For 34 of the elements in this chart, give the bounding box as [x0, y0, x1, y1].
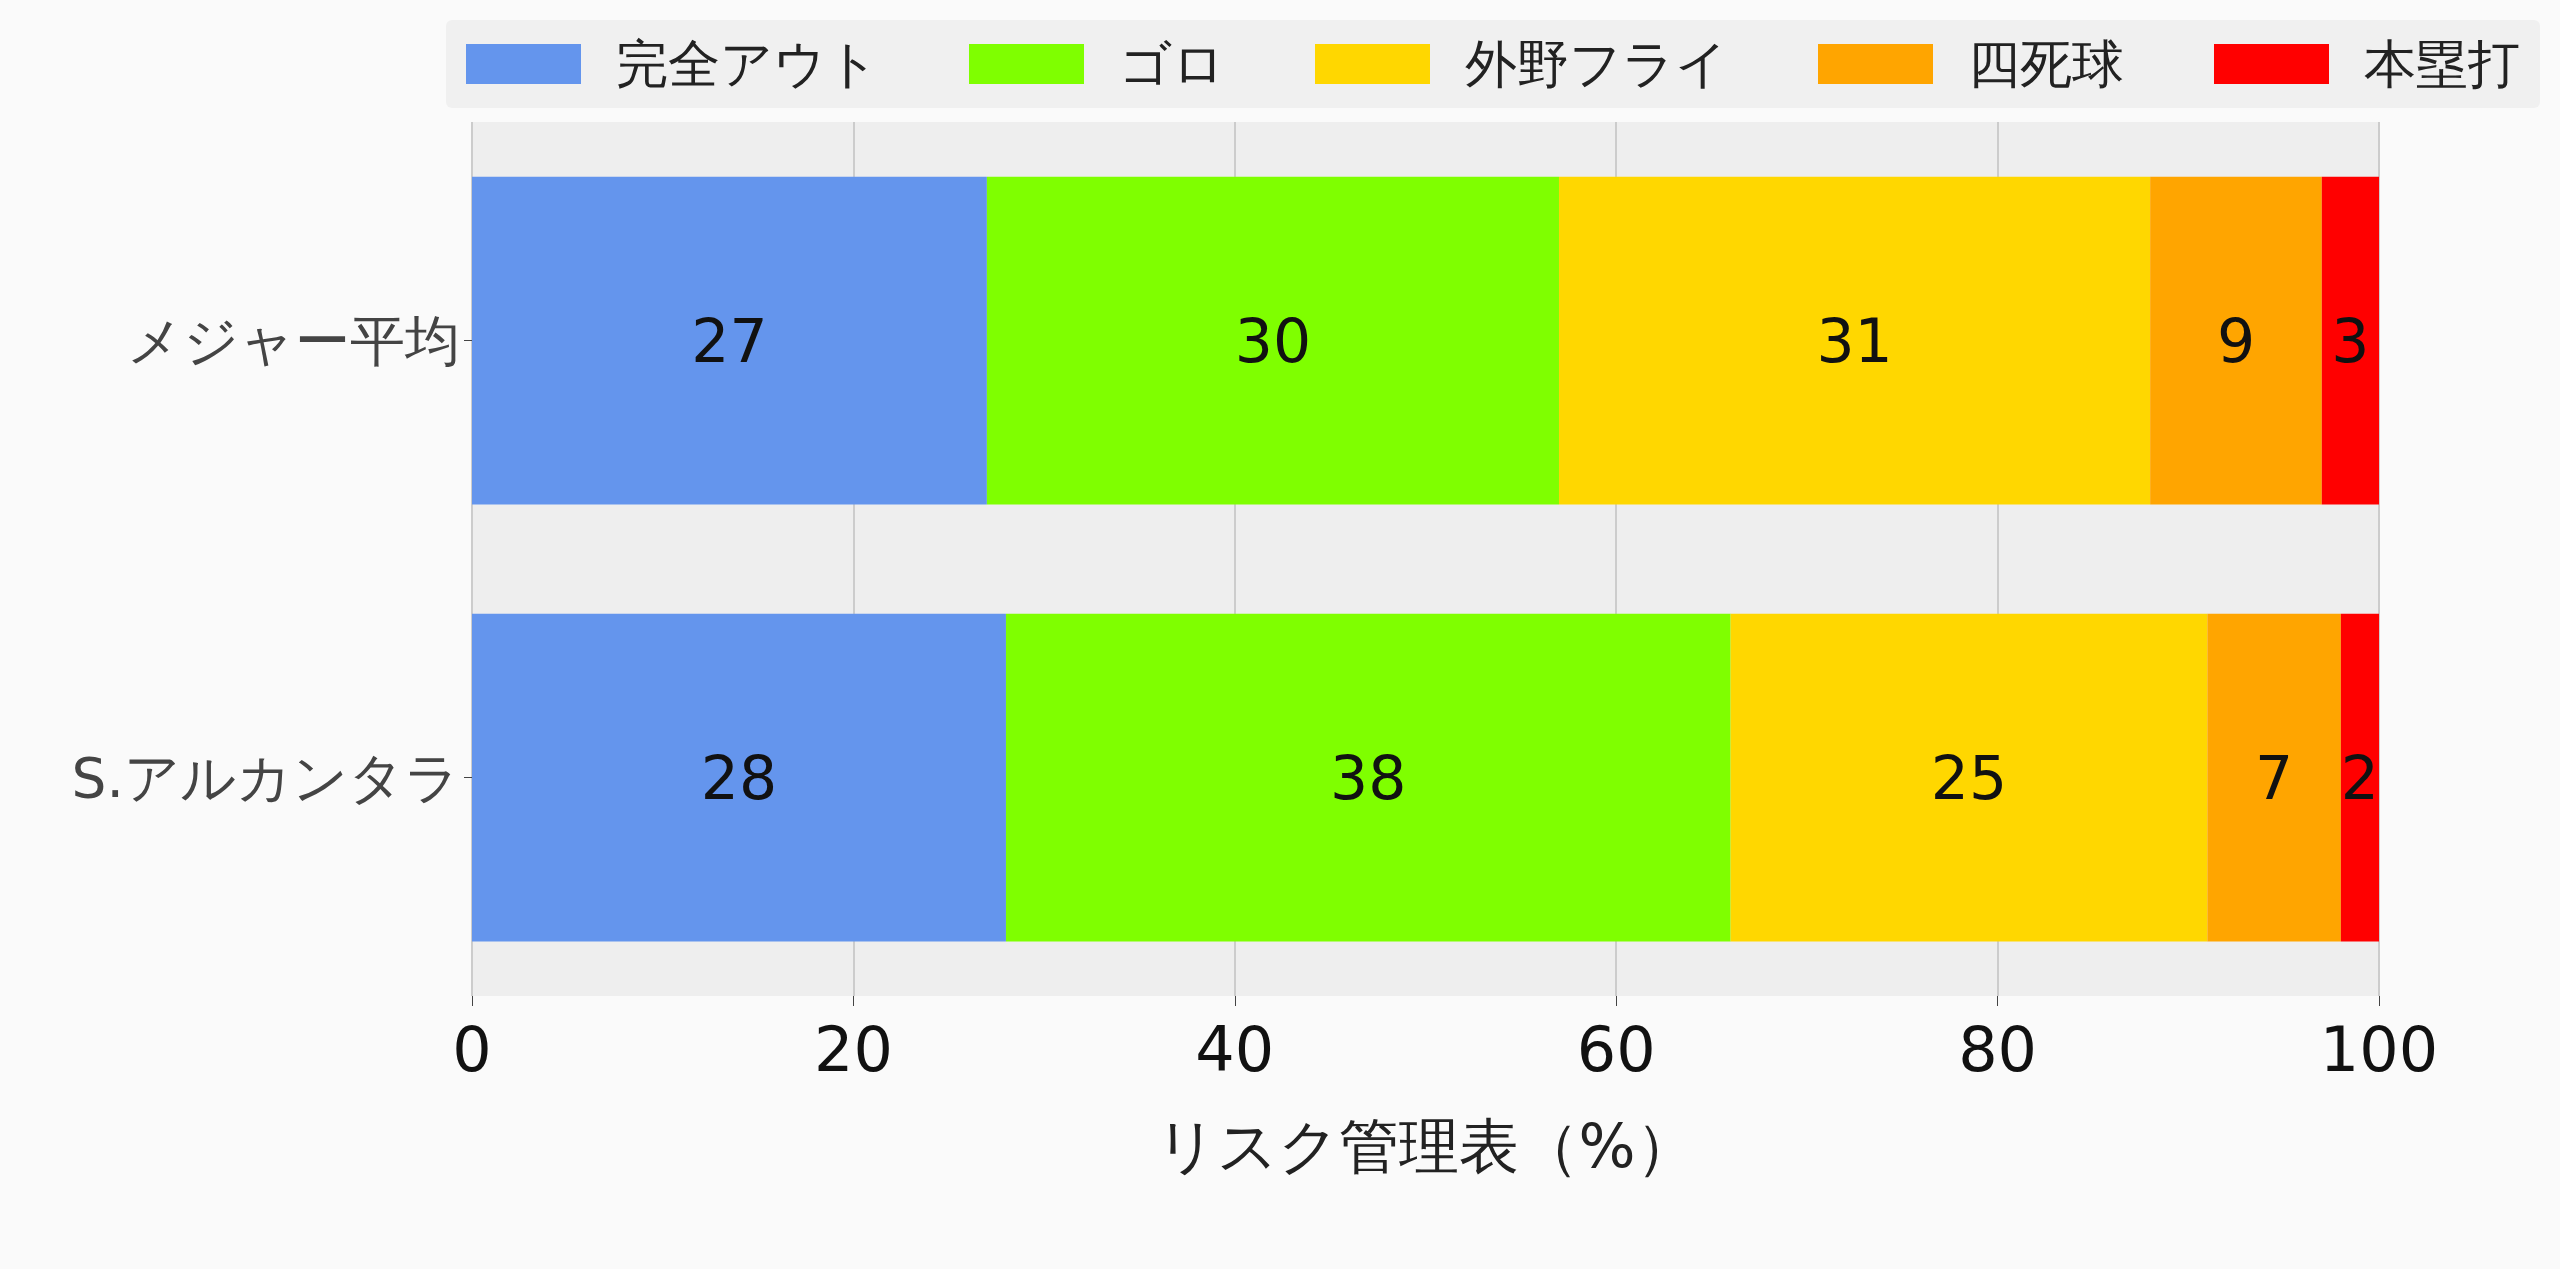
bar — [986, 176, 1559, 505]
bar — [1730, 613, 2208, 942]
bar — [2150, 176, 2322, 505]
legend-label: 完全アウト — [616, 34, 879, 94]
bar — [472, 176, 987, 505]
bar — [472, 613, 1006, 942]
x-tick-label: 0 — [452, 1012, 492, 1086]
y-tick-label: S.アルカンタラ — [71, 745, 460, 810]
data-label: 38 — [1330, 742, 1407, 813]
data-label: 9 — [2216, 305, 2256, 376]
data-label: 27 — [691, 305, 768, 376]
x-tick-label: 80 — [1958, 1012, 2038, 1086]
data-label: 25 — [1930, 742, 2008, 813]
data-label: 7 — [2255, 742, 2294, 813]
x-tick-label: 100 — [2319, 1012, 2439, 1086]
data-label: 30 — [1234, 305, 1312, 376]
x-tick-label: 60 — [1576, 1012, 1656, 1086]
legend-label: ゴロ — [1119, 34, 1225, 94]
bar — [1558, 176, 2151, 505]
data-label: 2 — [2340, 742, 2380, 813]
y-tick-label: メジャー平均 — [127, 308, 460, 373]
data-label: 28 — [700, 742, 778, 813]
data-label: 3 — [2331, 305, 2370, 376]
x-axis-title: リスク管理表（%） — [1155, 1111, 1696, 1181]
data-label: 31 — [1816, 305, 1893, 376]
legend-label: 本塁打 — [2364, 34, 2520, 94]
bar — [2340, 613, 2379, 942]
legend-label: 外野フライ — [1465, 34, 1728, 94]
x-tick-label: 20 — [813, 1012, 893, 1086]
bar — [2207, 613, 2341, 942]
x-tick-label: 40 — [1195, 1012, 1275, 1086]
bar — [1005, 613, 1731, 942]
legend-label: 四死球 — [1968, 34, 2124, 94]
bar — [2321, 176, 2379, 505]
